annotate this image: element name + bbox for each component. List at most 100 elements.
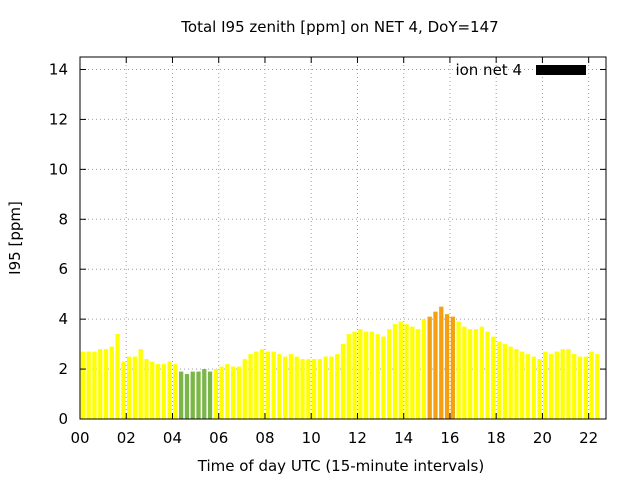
bar — [352, 331, 357, 419]
bar — [439, 306, 444, 419]
bar — [294, 356, 299, 419]
bar — [485, 331, 490, 419]
bars — [80, 306, 600, 419]
x-tick-label: 20 — [533, 429, 552, 447]
x-tick-label: 04 — [163, 429, 182, 447]
bar — [468, 329, 473, 419]
bar — [288, 354, 294, 419]
bar — [514, 349, 519, 419]
bar — [554, 351, 560, 419]
bar — [392, 324, 398, 419]
bar — [219, 366, 224, 419]
bar — [207, 371, 213, 419]
bar — [531, 356, 536, 419]
bar — [346, 334, 351, 419]
bar — [479, 326, 484, 419]
bar — [456, 321, 461, 419]
bar — [283, 356, 288, 419]
bar — [502, 344, 507, 419]
bar — [202, 369, 207, 419]
bar — [242, 359, 247, 419]
x-tick-label: 06 — [209, 429, 228, 447]
bar — [184, 374, 190, 419]
bar — [248, 354, 253, 419]
bar — [335, 354, 340, 419]
y-tick-label: 12 — [49, 110, 68, 128]
bar — [138, 349, 143, 419]
bar — [115, 334, 120, 419]
bar — [179, 371, 184, 419]
x-tick-label: 12 — [348, 429, 367, 447]
bar — [537, 359, 542, 419]
bar — [462, 326, 467, 419]
bar — [167, 361, 172, 419]
bar — [543, 351, 548, 419]
bar — [572, 354, 577, 419]
x-tick-label: 22 — [579, 429, 598, 447]
bar — [311, 359, 317, 419]
x-tick-label: 14 — [394, 429, 413, 447]
bar — [329, 356, 334, 419]
bar — [340, 344, 346, 419]
bar — [548, 354, 554, 419]
bar — [421, 319, 427, 419]
bar — [109, 346, 114, 419]
bar — [508, 346, 513, 419]
grid — [80, 57, 606, 419]
bar — [577, 356, 583, 419]
bar — [132, 356, 138, 419]
bar — [595, 354, 600, 419]
bar — [103, 349, 109, 419]
bar — [306, 359, 311, 419]
y-tick-label: 6 — [58, 260, 68, 278]
y-tick-label: 10 — [49, 160, 68, 178]
bar — [271, 351, 276, 419]
bar — [410, 326, 415, 419]
legend: ion net 4 — [455, 61, 586, 79]
bar — [323, 356, 328, 419]
bar — [155, 364, 161, 419]
x-axis-label: Time of day UTC (15-minute intervals) — [197, 457, 484, 475]
bar — [416, 329, 421, 419]
bar — [369, 331, 375, 419]
legend-swatch — [536, 65, 586, 75]
bar — [491, 336, 496, 419]
bar — [398, 321, 403, 419]
bar — [317, 359, 323, 419]
bar — [520, 351, 525, 419]
bar — [427, 316, 432, 419]
bar — [433, 311, 438, 419]
bar — [404, 324, 409, 419]
bar — [144, 359, 149, 419]
bar — [254, 351, 259, 419]
bar — [358, 329, 363, 419]
bar — [277, 354, 282, 419]
bar — [196, 371, 201, 419]
bar — [121, 361, 126, 419]
bar — [473, 329, 479, 419]
legend-label: ion net 4 — [455, 61, 522, 79]
bar — [173, 364, 178, 419]
bar — [236, 366, 242, 419]
bar — [363, 331, 369, 419]
y-tick-label: 2 — [58, 360, 68, 378]
bar — [190, 371, 195, 419]
y-tick-label: 14 — [49, 60, 68, 78]
bar — [583, 356, 588, 419]
bar — [259, 349, 265, 419]
x-tick-label: 00 — [70, 429, 89, 447]
bar — [525, 354, 531, 419]
bar — [161, 364, 166, 419]
x-tick-label: 18 — [487, 429, 506, 447]
bar — [265, 351, 270, 419]
bar — [213, 369, 218, 419]
bar — [444, 314, 450, 419]
y-tick-label: 8 — [58, 210, 68, 228]
x-tick-label: 02 — [117, 429, 136, 447]
bar — [450, 316, 455, 419]
bar — [589, 351, 594, 419]
y-axis-label: I95 [ppm] — [6, 201, 24, 275]
bar — [560, 349, 565, 419]
